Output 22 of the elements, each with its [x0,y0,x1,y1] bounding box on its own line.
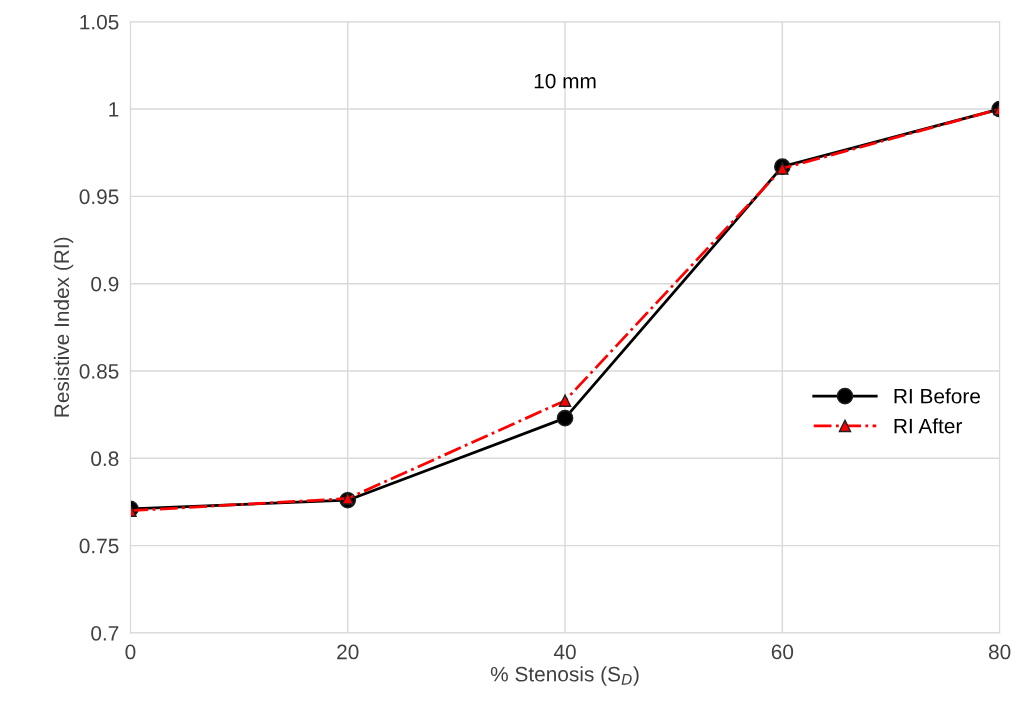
annotation: 10 mm [534,73,596,89]
x-tick-label: 40 [553,644,576,660]
y-axis-title: Resistive Index (RI) [53,237,74,417]
legend-label: RI After [894,418,963,434]
x-tick-label: 0 [125,644,136,660]
y-tick-label: 0.9 [91,276,119,292]
point [556,409,574,427]
point [558,394,572,407]
y-tick-label: 1.05 [80,14,119,30]
x-axis-title: % Stenosis (S$_{D}$) [490,666,639,686]
point [776,162,789,175]
x-tick-label: 60 [771,644,794,660]
y-tick-label: 1 [109,102,119,117]
y-tick-label: 0.7 [91,625,119,641]
y-tick-label: 0.95 [79,189,119,205]
y-tick-label: 0.75 [79,538,119,554]
y-tick-label: 0.85 [79,363,119,379]
x-tick-label: 20 [337,644,359,660]
point [341,492,354,505]
y-tick-label: 0.8 [91,451,119,467]
x-tick-label: 80 [988,644,1011,660]
legend-label: RI Before [894,388,980,404]
